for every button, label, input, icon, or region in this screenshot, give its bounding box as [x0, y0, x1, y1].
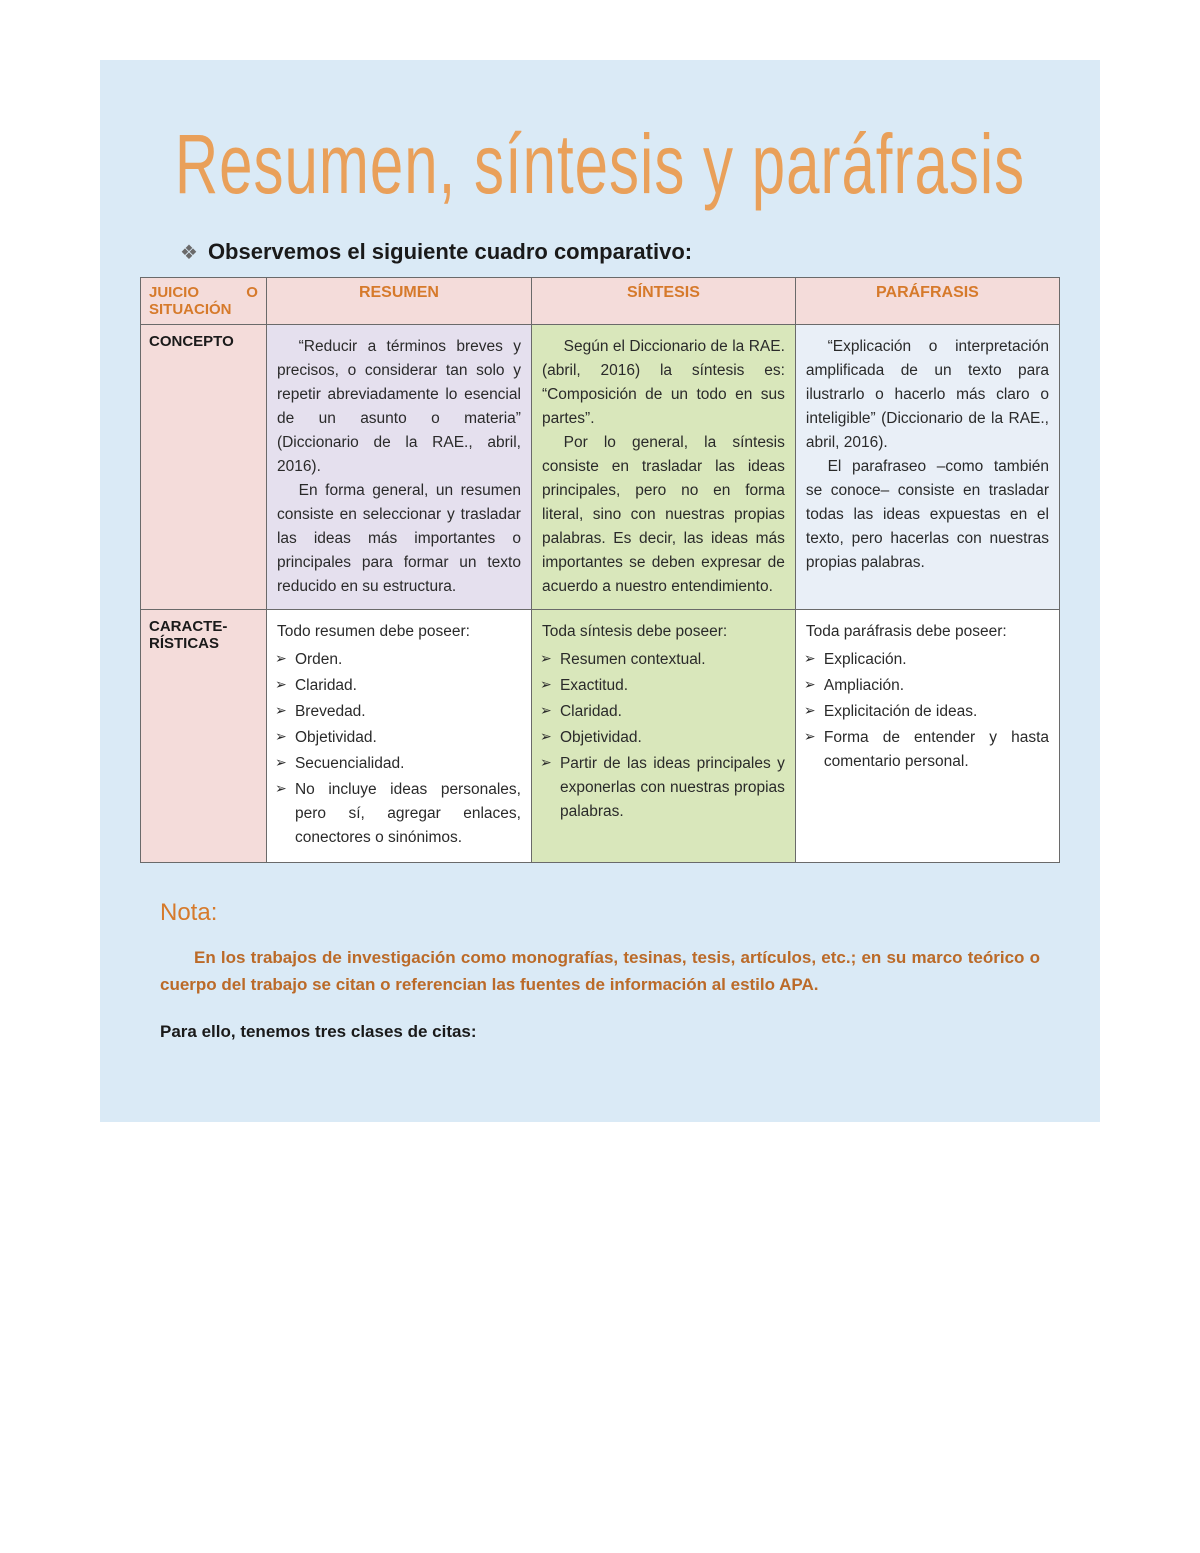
rowlabel-caracteristicas: CARACTE-RÍSTICAS — [141, 610, 267, 863]
main-title: Resumen, síntesis y paráfrasis — [140, 116, 1060, 213]
carac-sintesis-lead: Toda síntesis debe poseer: — [542, 620, 785, 644]
list-item: Resumen contextual. — [542, 648, 785, 672]
cell-concepto-parafrasis: “Explicación o interpretación amplificad… — [795, 325, 1059, 610]
list-item: Partir de las ideas principales y expone… — [542, 752, 785, 824]
list-item: Exactitud. — [542, 674, 785, 698]
subtitle-text: Observemos el siguiente cuadro comparati… — [208, 239, 692, 265]
list-item: Orden. — [277, 648, 521, 672]
concepto-parafrasis-p2: El parafraseo –como también se conoce– c… — [806, 455, 1049, 575]
cell-concepto-resumen: “Reducir a términos breves y precisos, o… — [266, 325, 531, 610]
list-item: Claridad. — [277, 674, 521, 698]
page-background: Resumen, síntesis y paráfrasis ❖ Observe… — [100, 60, 1100, 1122]
header-sintesis: SÍNTESIS — [531, 278, 795, 325]
list-item: Explicación. — [806, 648, 1049, 672]
carac-resumen-lead: Todo resumen debe poseer: — [277, 620, 521, 644]
row-caracteristicas: CARACTE-RÍSTICAS Todo resumen debe posee… — [141, 610, 1060, 863]
cell-carac-sintesis: Toda síntesis debe poseer: Resumen conte… — [531, 610, 795, 863]
list-item: Secuencialidad. — [277, 752, 521, 776]
comparison-table: JUICIO O SITUACIÓN RESUMEN SÍNTESIS PARÁ… — [140, 277, 1060, 863]
note-title: Nota: — [160, 899, 1040, 927]
carac-sintesis-list: Resumen contextual. Exactitud. Claridad.… — [542, 648, 785, 824]
concepto-sintesis-p1: Según el Diccionario de la RAE. (abril, … — [542, 335, 785, 431]
carac-parafrasis-list: Explicación. Ampliación. Explicitación d… — [806, 648, 1049, 774]
note-final: Para ello, tenemos tres clases de citas: — [160, 1022, 1040, 1042]
list-item: Objetividad. — [277, 726, 521, 750]
carac-parafrasis-lead: Toda paráfrasis debe poseer: — [806, 620, 1049, 644]
concepto-parafrasis-p1: “Explicación o interpretación amplificad… — [806, 335, 1049, 455]
rowlabel-concepto: CONCEPTO — [141, 325, 267, 610]
list-item: Objetividad. — [542, 726, 785, 750]
list-item: Claridad. — [542, 700, 785, 724]
header-parafrasis: PARÁFRASIS — [795, 278, 1059, 325]
list-item: Explicitación de ideas. — [806, 700, 1049, 724]
note-body: En los trabajos de investigación como mo… — [160, 945, 1040, 998]
cell-carac-parafrasis: Toda paráfrasis debe poseer: Explicación… — [795, 610, 1059, 863]
list-item: Ampliación. — [806, 674, 1049, 698]
subtitle-row: ❖ Observemos el siguiente cuadro compara… — [140, 239, 1060, 265]
header-resumen: RESUMEN — [266, 278, 531, 325]
concepto-sintesis-p2: Por lo general, la síntesis consiste en … — [542, 431, 785, 599]
note-block: Nota: En los trabajos de investigación c… — [140, 899, 1060, 1042]
table-header-row: JUICIO O SITUACIÓN RESUMEN SÍNTESIS PARÁ… — [141, 278, 1060, 325]
concepto-resumen-p2: En forma general, un resumen consiste en… — [277, 479, 521, 599]
row-concepto: CONCEPTO “Reducir a términos breves y pr… — [141, 325, 1060, 610]
list-item: Brevedad. — [277, 700, 521, 724]
list-item: No incluye ideas personales, pero sí, ag… — [277, 778, 521, 850]
concepto-resumen-p1: “Reducir a términos breves y precisos, o… — [277, 335, 521, 479]
list-item: Forma de entender y hasta comentario per… — [806, 726, 1049, 774]
cell-concepto-sintesis: Según el Diccionario de la RAE. (abril, … — [531, 325, 795, 610]
cell-carac-resumen: Todo resumen debe poseer: Orden. Clarida… — [266, 610, 531, 863]
header-juicio: JUICIO O SITUACIÓN — [141, 278, 267, 325]
diamond-icon: ❖ — [180, 240, 198, 265]
carac-resumen-list: Orden. Claridad. Brevedad. Objetividad. … — [277, 648, 521, 850]
